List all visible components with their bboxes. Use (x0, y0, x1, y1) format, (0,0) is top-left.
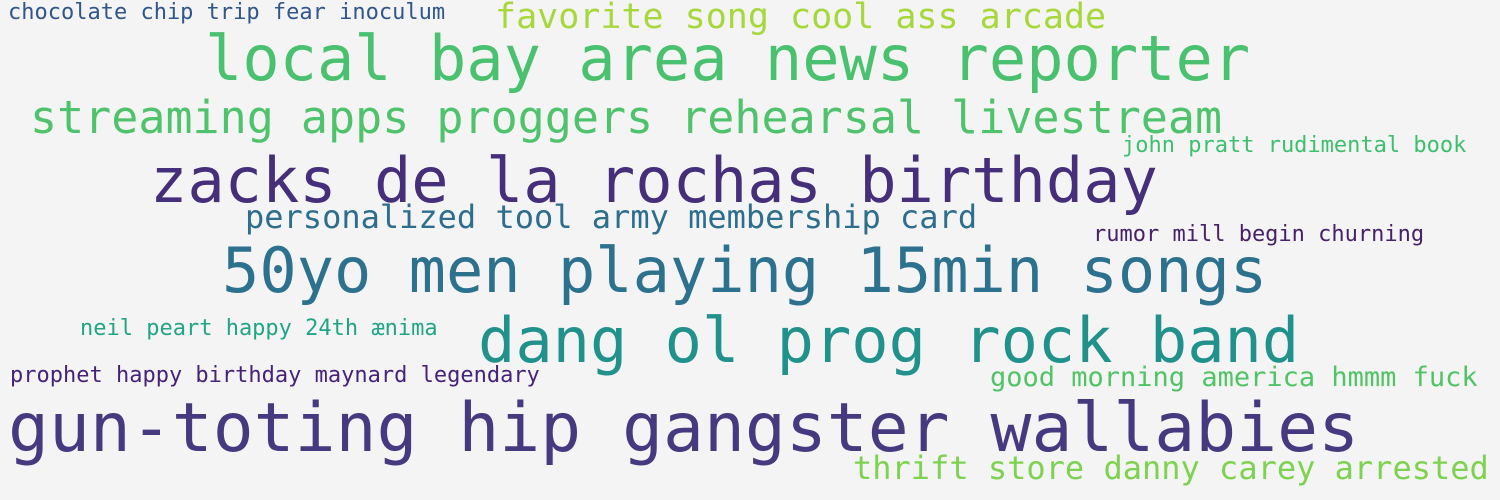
phrase-thrift-store: thrift store danny carey arrested (853, 449, 1489, 487)
phrase-rumor-mill: rumor mill begin churning (1093, 222, 1425, 247)
phrase-streaming-apps: streaming apps proggers rehearsal livest… (30, 91, 1223, 144)
phrase-favorite-song: favorite song cool ass arcade (495, 0, 1107, 37)
phrase-prophet-maynard: prophet happy birthday maynard legendary (10, 363, 540, 388)
phrase-zacks-birthday: zacks de la rochas birthday (150, 144, 1158, 217)
phrase-gun-toting: gun-toting hip gangster wallabies (8, 389, 1360, 468)
phrase-50yo-men: 50yo men playing 15min songs (222, 234, 1268, 307)
phrase-john-pratt: john pratt rudimental book (1122, 133, 1467, 158)
phrase-dang-ol-prog: dang ol prog rock band (478, 304, 1300, 377)
phrase-personalized-tool: personalized tool army membership card (245, 198, 978, 236)
phrase-neil-peart: neil peart happy 24th ænima (80, 316, 438, 341)
phrase-chocolate-chip: chocolate chip trip fear inoculum (8, 0, 446, 25)
phrase-good-morning: good morning america hmmm fuck (990, 362, 1478, 393)
phrase-local-bay-area: local bay area news reporter (205, 22, 1251, 95)
